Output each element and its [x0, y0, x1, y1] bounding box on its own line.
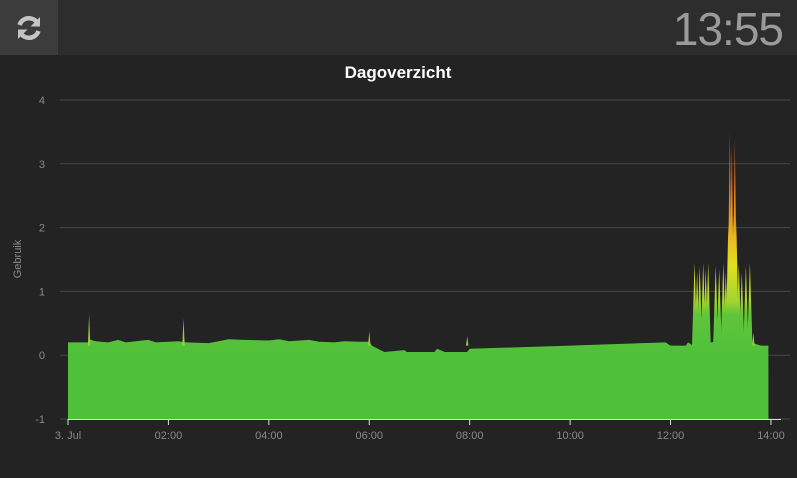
usage-spike: [705, 262, 711, 346]
x-tick-label: 10:00: [556, 430, 584, 442]
usage-spike: [368, 331, 371, 346]
y-tick-label: 4: [39, 95, 45, 107]
y-tick-label: 0: [39, 350, 45, 362]
y-tick-label: -1: [35, 414, 45, 426]
usage-spike: [697, 265, 703, 346]
axes: -1 0 1 2 3 4 3. Jul 02:00 04:00 06:00 08:00 10:00 12…: [35, 95, 785, 442]
usage-spike: [739, 272, 745, 346]
usage-spike: [182, 318, 185, 346]
y-tick-label: 2: [39, 223, 45, 235]
usage-spikes: [87, 131, 755, 346]
x-tick-label: 3. Jul: [55, 430, 81, 442]
usage-chart: -1 0 1 2 3 4 3. Jul 02:00 04:00 06:00 08:00 10:00 12…: [12, 63, 790, 442]
x-tick-label: 06:00: [356, 430, 384, 442]
y-tick-label: 3: [39, 159, 45, 171]
x-tick-label: 02:00: [155, 430, 183, 442]
x-tick-label: 12:00: [657, 430, 685, 442]
chart-title: Dagoverzicht: [345, 63, 452, 82]
refresh-icon: [17, 15, 41, 40]
usage-area: [68, 339, 769, 419]
usage-spike: [716, 269, 722, 346]
x-tick-label: 14:00: [757, 430, 785, 442]
usage-spike: [87, 313, 91, 346]
refresh-button[interactable]: [0, 0, 58, 55]
x-tick-label: 04:00: [255, 430, 283, 442]
usage-spike: [752, 332, 755, 346]
usage-spike: [747, 262, 753, 346]
y-tick-label: 1: [39, 286, 45, 298]
y-axis-label: Gebruik: [12, 239, 24, 278]
clock-time: 13:55: [672, 3, 784, 55]
usage-spike: [713, 265, 719, 346]
usage-area-fill: [68, 339, 769, 419]
usage-spike: [466, 336, 469, 346]
x-tick-label: 08:00: [456, 430, 484, 442]
usage-spike: [743, 265, 749, 346]
top-bar: 13:55: [0, 0, 797, 55]
